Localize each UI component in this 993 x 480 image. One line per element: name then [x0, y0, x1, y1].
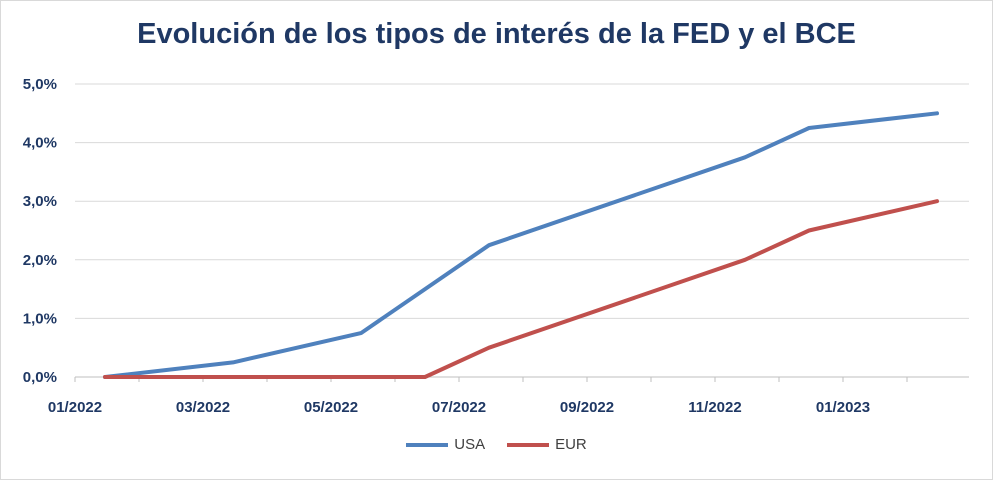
y-tick-label: 2,0%	[23, 252, 57, 269]
y-tick-label: 1,0%	[23, 310, 57, 327]
axes: 0,0% 1,0% 2,0% 3,0% 4,0% 5,0% 01/2022 03/2022 05…	[23, 76, 969, 416]
y-tick-label: 3,0%	[23, 193, 57, 210]
legend-swatch-usa	[406, 442, 449, 447]
y-tick-label: 5,0%	[23, 76, 57, 93]
x-tick-label: 05/2022	[304, 399, 358, 416]
y-tick-label: 4,0%	[23, 135, 57, 152]
x-tick-label: 11/2022	[688, 399, 741, 416]
series-line-eur	[103, 199, 939, 379]
x-tick-label: 01/2023	[816, 399, 870, 416]
legend-label-eur: EUR	[555, 436, 587, 453]
chart-title: Evolución de los tipos de interés de la …	[137, 18, 856, 50]
y-tick-label: 0,0%	[23, 369, 57, 386]
legend-item-usa: USA	[406, 436, 485, 453]
x-tick-label: 03/2022	[176, 399, 230, 416]
legend: USA EUR	[0, 436, 993, 453]
legend-swatch-eur	[507, 442, 550, 447]
x-tick-label: 09/2022	[560, 399, 614, 416]
x-tick-label: 01/2022	[48, 399, 102, 416]
gridlines	[75, 83, 969, 319]
series-line-usa	[103, 111, 939, 379]
legend-item-eur: EUR	[507, 436, 587, 453]
series-lines	[103, 111, 939, 379]
legend-label-usa: USA	[454, 436, 486, 453]
x-tick-label: 07/2022	[432, 399, 486, 416]
